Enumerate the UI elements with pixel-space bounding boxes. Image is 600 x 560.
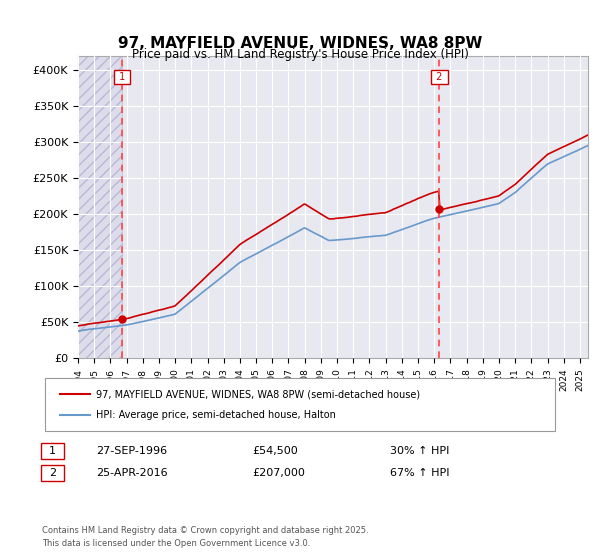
Bar xyxy=(78,56,122,358)
Text: Price paid vs. HM Land Registry's House Price Index (HPI): Price paid vs. HM Land Registry's House … xyxy=(131,48,469,60)
Text: 67% ↑ HPI: 67% ↑ HPI xyxy=(390,468,449,478)
Text: 1: 1 xyxy=(116,72,128,82)
Text: £207,000: £207,000 xyxy=(252,468,305,478)
Text: 30% ↑ HPI: 30% ↑ HPI xyxy=(390,446,449,456)
Text: 97, MAYFIELD AVENUE, WIDNES, WA8 8PW: 97, MAYFIELD AVENUE, WIDNES, WA8 8PW xyxy=(118,36,482,52)
Text: 2: 2 xyxy=(49,468,56,478)
Text: Contains HM Land Registry data © Crown copyright and database right 2025.
This d: Contains HM Land Registry data © Crown c… xyxy=(42,526,368,548)
Text: 1: 1 xyxy=(49,446,56,456)
Text: HPI: Average price, semi-detached house, Halton: HPI: Average price, semi-detached house,… xyxy=(96,410,336,420)
Text: 27-SEP-1996: 27-SEP-1996 xyxy=(96,446,167,456)
Text: 25-APR-2016: 25-APR-2016 xyxy=(96,468,167,478)
Text: 97, MAYFIELD AVENUE, WIDNES, WA8 8PW (semi-detached house): 97, MAYFIELD AVENUE, WIDNES, WA8 8PW (se… xyxy=(96,389,420,399)
Text: £54,500: £54,500 xyxy=(252,446,298,456)
Text: 2: 2 xyxy=(433,72,446,82)
